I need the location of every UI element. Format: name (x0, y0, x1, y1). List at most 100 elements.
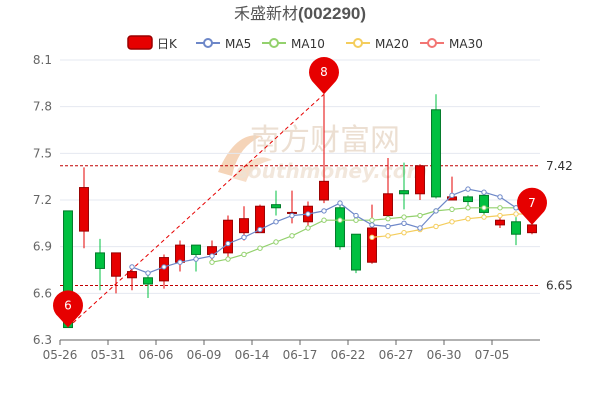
candle-body (528, 225, 537, 233)
ma20-point (450, 220, 454, 224)
candle-body (464, 197, 473, 202)
ma5-point (386, 224, 390, 228)
ma5-point (482, 190, 486, 194)
y-tick-label: 6.6 (33, 286, 52, 300)
ma10-point (242, 252, 246, 256)
x-axis: 05-26 05-31 06-06 06-09 06-14 06-17 06-22 06-27… (43, 340, 540, 362)
candle-body (144, 278, 153, 284)
ma5-point (306, 212, 310, 216)
chart-legend: 日K MA5 MA10 MA20 MA30 (128, 36, 483, 51)
y-tick-label: 7.8 (33, 100, 52, 114)
ma5-point (338, 201, 342, 205)
ma5-point (146, 271, 150, 275)
ma10-point (466, 206, 470, 210)
ma5-point (418, 226, 422, 230)
ma5-point (370, 223, 374, 227)
legend-ma30-label: MA30 (449, 37, 483, 51)
chart-title-code: (002290) (298, 4, 366, 23)
legend-dayk-swatch (128, 36, 152, 49)
price-pin: 8 (309, 57, 339, 94)
price-pin-label: 6 (64, 299, 72, 313)
candle-body (432, 110, 441, 197)
candle-body (368, 228, 377, 262)
y-tick-label: 7.5 (33, 146, 52, 160)
ma10-point (450, 207, 454, 211)
ma5-point (354, 213, 358, 217)
ma5-point (466, 187, 470, 191)
trend-line-segment (68, 94, 324, 327)
price-pin: 6 (53, 290, 83, 327)
reference-line-label: 7.42 (546, 159, 573, 173)
watermark-en: southmoney.com (236, 159, 427, 183)
ma10-point (402, 215, 406, 219)
price-pin-label: 8 (320, 65, 328, 79)
ma5-point (290, 213, 294, 217)
ma5-point (434, 209, 438, 213)
x-tick-label: 06-06 (139, 348, 174, 362)
candle-body (496, 220, 505, 225)
ma10-point (258, 246, 262, 250)
y-tick-label: 8.1 (33, 53, 52, 67)
legend-ma10-label: MA10 (291, 37, 325, 51)
ma20-point (466, 216, 470, 220)
chart-title: 禾盛新材(002290) (234, 4, 366, 23)
ma5-point (242, 235, 246, 239)
ma10-point (370, 218, 374, 222)
ma10-point (498, 206, 502, 210)
ma10-point (354, 218, 358, 222)
candle-body (512, 222, 521, 234)
legend-ma5-label: MA5 (225, 37, 251, 51)
ma10-point (418, 213, 422, 217)
ma5-point (162, 265, 166, 269)
ma10-point (322, 218, 326, 222)
ma10-point (274, 240, 278, 244)
x-tick-label: 06-17 (283, 348, 318, 362)
ma10-point (482, 206, 486, 210)
price-pin: 7 (517, 188, 547, 225)
candle-body (224, 220, 233, 253)
candle-body (240, 219, 249, 233)
legend-ma10-marker (270, 39, 278, 47)
candle-body (400, 191, 409, 194)
ma5-point (178, 260, 182, 264)
candle-body (112, 253, 121, 276)
y-tick-label: 6.3 (33, 333, 52, 347)
ma5-point (498, 195, 502, 199)
ma5-point (226, 241, 230, 245)
x-tick-label: 06-30 (427, 348, 462, 362)
chart-title-name: 禾盛新材 (234, 5, 298, 23)
x-tick-label: 06-27 (379, 348, 414, 362)
candle-body (80, 188, 89, 232)
candle-body (416, 166, 425, 194)
legend-dayk-label: 日K (157, 37, 178, 51)
ma20-point (370, 235, 374, 239)
candle-body (352, 234, 361, 270)
ma5-point (274, 220, 278, 224)
legend-ma30-marker (428, 39, 436, 47)
y-tick-label: 6.9 (33, 240, 52, 254)
x-tick-label: 06-14 (235, 348, 270, 362)
price-pin-label: 7 (528, 196, 536, 210)
candle-body (336, 208, 345, 247)
y-tick-label: 7.2 (33, 193, 52, 207)
ma5-point (402, 221, 406, 225)
candle-body (128, 272, 137, 278)
ma10-point (306, 226, 310, 230)
legend-ma20-label: MA20 (375, 37, 409, 51)
legend-ma5-marker (204, 39, 212, 47)
ma20-point (434, 224, 438, 228)
x-tick-label: 05-31 (91, 348, 126, 362)
ma10-point (210, 260, 214, 264)
x-tick-label: 06-09 (187, 348, 222, 362)
price-pins: 8 6 7 (53, 57, 547, 328)
candle-body (384, 194, 393, 216)
reference-line-label: 6.65 (546, 279, 573, 293)
ma10-point (386, 216, 390, 220)
candle-body (192, 245, 201, 254)
ma5-point (210, 254, 214, 258)
trend-line (68, 94, 324, 327)
ma5-point (258, 227, 262, 231)
ma20-point (402, 230, 406, 234)
candle-body (272, 205, 281, 208)
